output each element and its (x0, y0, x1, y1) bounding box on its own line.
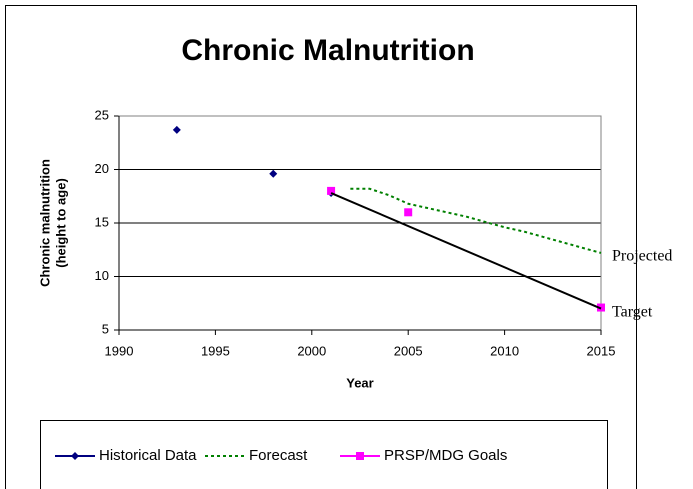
x-tick-label: 1995 (201, 343, 230, 358)
series-line (330, 192, 602, 310)
x-axis-label: Year (346, 375, 373, 390)
chart-title: Chronic Malnutrition (181, 34, 474, 67)
legend-box (40, 420, 608, 489)
annotation: Projected (612, 248, 672, 265)
x-tick-label: 1990 (105, 343, 134, 358)
marker (404, 208, 413, 217)
marker (327, 186, 336, 195)
y-axis-label: (height to age) (53, 178, 68, 268)
x-tick-label: 2000 (297, 343, 326, 358)
y-tick-label: 25 (95, 107, 109, 122)
marker (172, 125, 181, 134)
y-tick-label: 15 (95, 214, 109, 229)
x-tick-label: 2005 (394, 343, 423, 358)
legend-label: PRSP/MDG Goals (384, 447, 507, 464)
series-line (350, 187, 602, 254)
legend-label: Forecast (249, 447, 308, 464)
x-tick-label: 2015 (587, 343, 616, 358)
chart-frame (5, 5, 637, 489)
y-tick-label: 5 (102, 321, 109, 336)
y-tick-label: 10 (95, 268, 109, 283)
legend-label: Historical Data (99, 447, 197, 464)
legend-marker (71, 452, 79, 460)
annotation: Target (612, 303, 653, 320)
legend-marker (356, 452, 364, 460)
x-tick-label: 2010 (490, 343, 519, 358)
marker (269, 169, 278, 178)
y-axis-label: Chronic malnutrition (37, 159, 52, 287)
y-tick-label: 20 (95, 161, 109, 176)
